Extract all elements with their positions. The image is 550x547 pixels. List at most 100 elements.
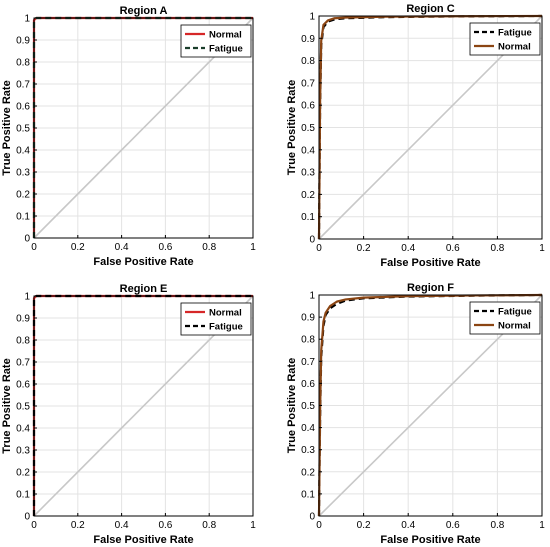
y-tick-label: 0.7 [301,78,315,89]
y-tick-label: 0 [309,235,315,246]
legend-box [469,22,541,56]
y-tick-label: 0.2 [301,190,315,201]
y-tick-label: 0.4 [301,423,315,434]
chart-title: Region A [120,5,168,17]
x-tick-label: 0.6 [446,520,460,531]
y-tick-label: 0.8 [16,58,30,69]
y-tick-label: 1 [309,291,315,302]
y-tick-label: 0 [24,512,30,523]
y-tick-label: 1 [24,292,30,303]
legend-label-fatigue: Fatigue [209,322,243,333]
legend-label-normal: Normal [498,42,531,53]
x-tick-label: 1 [539,243,545,254]
legend-label-normal: Normal [209,30,242,41]
legend-label-fatigue: Fatigue [209,44,243,55]
y-tick-label: 0.8 [301,56,315,67]
x-tick-label: 0.4 [401,520,415,531]
y-tick-label: 0 [24,234,30,245]
legend-label-normal: Normal [498,321,531,332]
y-tick-label: 0.3 [16,446,30,457]
y-tick-label: 0.1 [16,490,30,501]
x-tick-label: 1 [250,242,256,253]
x-axis-label: False Positive Rate [380,534,480,546]
y-tick-label: 0.3 [301,445,315,456]
x-axis-label: False Positive Rate [93,534,193,546]
chart-panel-1: 0 0.2 0.4 0.6 0.8 1 0 0.1 0.2 0.3 0.4 0.5 0.6 0.7 0.8 0… [1,5,256,268]
legend: Normal Fatigue [180,24,252,58]
y-tick-label: 0.1 [301,212,315,223]
y-tick-label: 1 [24,14,30,25]
x-tick-label: 0.6 [158,242,172,253]
y-tick-label: 0.4 [16,424,30,435]
y-axis-label: True Positive Rate [286,358,298,453]
y-tick-label: 1 [309,12,315,23]
x-tick-label: 0.8 [490,520,504,531]
y-tick-label: 0.9 [16,36,30,47]
y-tick-label: 0.9 [16,314,30,325]
y-tick-label: 0.8 [16,336,30,347]
chart-title: Region F [407,282,454,294]
y-tick-label: 0.9 [301,313,315,324]
y-tick-label: 0.4 [16,146,30,157]
y-tick-label: 0.5 [301,401,315,412]
x-tick-label: 0.8 [202,520,216,531]
y-tick-label: 0.6 [301,101,315,112]
y-tick-label: 0.6 [16,380,30,391]
y-tick-label: 0.4 [301,145,315,156]
chart-title: Region E [120,283,168,295]
y-tick-label: 0.8 [301,335,315,346]
series-line-normal [317,293,543,517]
y-tick-label: 0.9 [301,34,315,45]
y-axis-label: True Positive Rate [286,80,298,175]
y-tick-label: 0.7 [16,80,30,91]
x-tick-label: 0 [31,242,37,253]
x-tick-label: 1 [250,520,256,531]
legend-label-fatigue: Fatigue [498,28,532,39]
y-axis-label: True Positive Rate [1,80,13,175]
x-tick-label: 0 [31,520,37,531]
x-axis-label: False Positive Rate [380,257,480,269]
x-tick-label: 0.8 [202,242,216,253]
legend: Fatigue Normal [469,301,541,335]
legend: Fatigue Normal [469,22,541,56]
x-tick-label: 0.2 [357,243,371,254]
y-tick-label: 0.6 [301,379,315,390]
y-axis-label: True Positive Rate [1,358,13,453]
x-tick-label: 0.2 [71,520,85,531]
x-tick-label: 0.6 [446,243,460,254]
y-tick-label: 0.7 [16,358,30,369]
y-tick-label: 0.7 [301,357,315,368]
x-tick-label: 1 [539,520,545,531]
chart-panel-4: 0 0.2 0.4 0.6 0.8 1 0 0.1 0.2 0.3 0.4 0.5 0.6 0.7 0.8 0… [286,282,545,546]
y-tick-label: 0.5 [301,123,315,134]
legend: Normal Fatigue [180,302,252,336]
y-tick-label: 0.3 [16,168,30,179]
chart-title: Region C [406,3,454,15]
y-tick-label: 0.2 [16,190,30,201]
chart-panel-3: 0 0.2 0.4 0.6 0.8 1 0 0.1 0.2 0.3 0.4 0.5 0.6 0.7 0.8 0… [1,283,256,546]
legend-box [469,301,541,335]
x-tick-label: 0.4 [115,520,129,531]
y-tick-label: 0.1 [301,489,315,500]
y-tick-label: 0 [309,512,315,523]
x-tick-label: 0.8 [490,243,504,254]
legend-label-normal: Normal [209,308,242,319]
x-tick-label: 0.4 [115,242,129,253]
y-tick-label: 0.5 [16,402,30,413]
legend-box [180,24,252,58]
y-tick-label: 0.1 [16,212,30,223]
chart-panel-2: 0 0.2 0.4 0.6 0.8 1 0 0.1 0.2 0.3 0.4 0.5 0.6 0.7 0.8 0… [286,3,545,269]
legend-box [180,302,252,336]
x-tick-label: 0.6 [158,520,172,531]
y-tick-label: 0.3 [301,168,315,179]
x-tick-label: 0.2 [71,242,85,253]
x-tick-label: 0.2 [357,520,371,531]
legend-label-fatigue: Fatigue [498,307,532,318]
y-tick-label: 0.5 [16,124,30,135]
x-tick-label: 0.4 [401,243,415,254]
y-tick-label: 0.6 [16,102,30,113]
x-axis-label: False Positive Rate [93,256,193,268]
x-tick-label: 0 [316,243,322,254]
y-tick-label: 0.2 [301,467,315,478]
